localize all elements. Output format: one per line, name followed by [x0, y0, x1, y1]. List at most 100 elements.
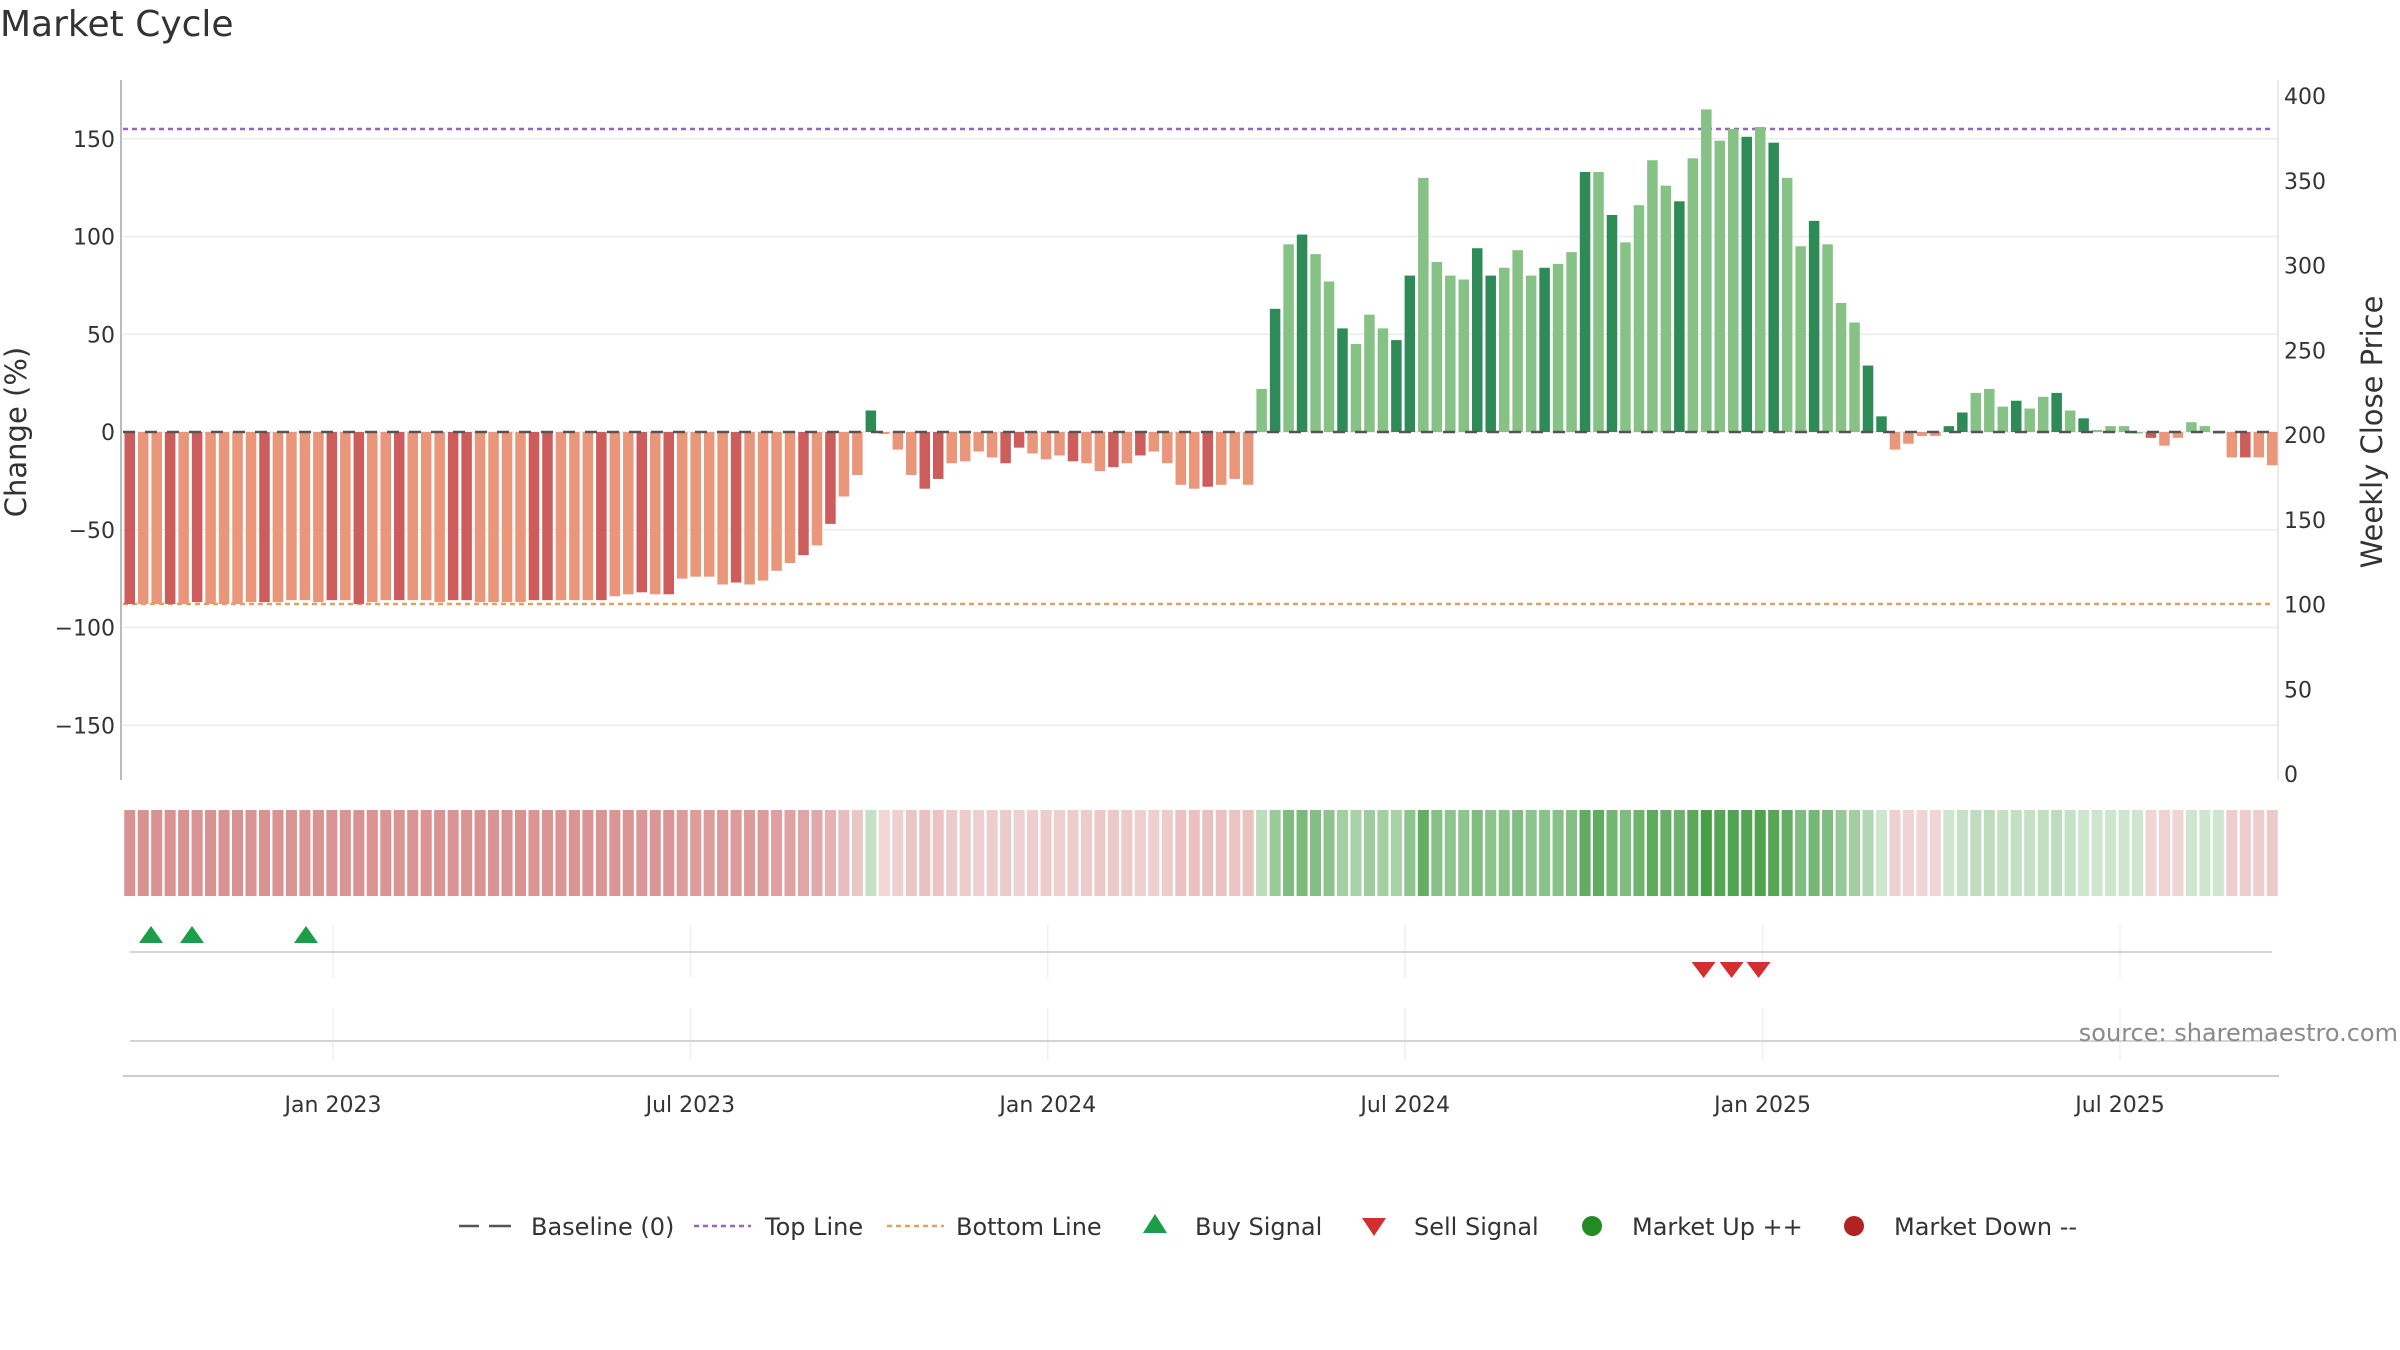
cycle-strip-cell	[1121, 810, 1133, 896]
cycle-strip-cell	[1498, 810, 1510, 896]
cycle-strip-cell	[649, 810, 661, 896]
cycle-strip-cell	[1714, 810, 1726, 896]
sell-signal-marker	[1719, 962, 1744, 978]
bar	[461, 432, 472, 601]
bar	[1310, 254, 1321, 432]
cycle-strip-cell	[757, 810, 769, 896]
bar	[447, 432, 459, 601]
cycle-strip-cell	[1269, 810, 1281, 896]
bar	[286, 432, 297, 601]
bar	[1674, 201, 1685, 432]
bar	[825, 432, 836, 524]
cycle-strip-cell	[178, 810, 190, 896]
bar	[1714, 140, 1726, 432]
cycle-strip-cell	[151, 810, 163, 896]
bar	[218, 432, 230, 605]
bar	[744, 432, 755, 585]
cycle-strip-cell	[986, 810, 998, 896]
legend-sell-swatch	[1362, 1218, 1386, 1236]
cycle-strip-cell	[1377, 810, 1389, 896]
bar	[245, 432, 257, 603]
bar	[717, 432, 728, 585]
cycle-strip-cell	[1323, 810, 1335, 896]
bar	[1054, 432, 1065, 456]
y-left-tick-label: −100	[55, 617, 115, 642]
bar	[1418, 177, 1429, 432]
cycle-strip-cell	[1242, 810, 1254, 896]
bar	[1027, 432, 1038, 454]
cycle-strip-cell	[905, 810, 917, 896]
cycle-strip-cell	[690, 810, 702, 896]
chart-title: Market Cycle	[0, 4, 234, 45]
cycle-strip-cell	[1970, 810, 1982, 896]
bar	[596, 432, 607, 601]
bar	[650, 432, 661, 595]
bar	[515, 432, 526, 603]
y-right-axis-title: Weekly Close Price	[2355, 296, 2389, 569]
bar	[919, 432, 931, 489]
cycle-strip-cell	[1822, 810, 1834, 896]
bar	[1566, 252, 1577, 432]
cycle-strip-cell	[2105, 810, 2117, 896]
bar	[2037, 396, 2049, 432]
bar	[1269, 308, 1281, 432]
bar	[1242, 432, 1254, 485]
y-right-tick-label: 250	[2284, 339, 2326, 364]
y-left-axis-title: Change (%)	[0, 347, 33, 517]
cycle-strip-cell	[1350, 810, 1362, 896]
cycle-strip-cell	[312, 810, 324, 896]
legend-label-sell: Sell Signal	[1414, 1213, 1539, 1241]
bar	[1862, 365, 1874, 432]
bar	[1849, 322, 1860, 432]
bar	[542, 432, 553, 601]
bar	[1606, 214, 1618, 432]
legend-label-market-down: Market Down --	[1894, 1213, 2077, 1241]
cycle-strip-cell	[1727, 810, 1739, 896]
bar	[1094, 432, 1106, 472]
buy-signal-marker	[180, 926, 204, 943]
bar	[1512, 250, 1523, 432]
cycle-strip-cell	[1512, 810, 1524, 896]
cycle-strip-cell	[245, 810, 257, 896]
cycle-strip-cell	[1997, 810, 2009, 896]
cycle-strip-cell	[339, 810, 351, 896]
bar	[1121, 432, 1133, 464]
cycle-strip-cell	[461, 810, 473, 896]
bar	[1741, 136, 1752, 433]
buy-signal-marker	[139, 926, 163, 943]
bar	[2199, 426, 2211, 432]
bar	[973, 432, 984, 452]
bar	[879, 432, 890, 434]
cycle-strip-cell	[2024, 810, 2036, 896]
bar	[1579, 171, 1591, 433]
cycle-strip-cell	[164, 810, 176, 896]
cycle-strip-cell	[326, 810, 338, 896]
bar	[757, 432, 769, 581]
bar	[205, 432, 216, 605]
cycle-strip-cell	[1956, 810, 1968, 896]
cycle-strip-cell	[1808, 810, 1820, 896]
y-left-tick-label: −150	[55, 714, 115, 739]
cycle-strip-cell	[946, 810, 958, 896]
cycle-strip-cell	[1390, 810, 1402, 896]
cycle-strip-cell	[1444, 810, 1456, 896]
cycle-strip-cell	[1229, 810, 1241, 896]
cycle-strip-cell	[205, 810, 217, 896]
bar	[1215, 432, 1227, 485]
cycle-strip-cell	[1795, 810, 1807, 896]
lower-panel-layer: Jan 2023 Jul 2023 Jan 2024 Jul 2024 Jan 2025…	[123, 1008, 2279, 1118]
bar	[2010, 400, 2022, 432]
x-tick-label: Jan 2024	[997, 1093, 1096, 1118]
bar	[1350, 344, 1362, 432]
cycle-strip-cell	[609, 810, 621, 896]
bar	[730, 432, 742, 583]
cycle-strip-cell	[1754, 810, 1766, 896]
bar	[1229, 432, 1240, 479]
bar	[582, 432, 594, 601]
legend-label-topline: Top Line	[764, 1213, 863, 1241]
bar	[1135, 432, 1146, 456]
bar	[986, 432, 998, 458]
bar	[1175, 432, 1187, 485]
y-right-tick-label: 100	[2284, 594, 2326, 619]
cycle-strip-cell	[1404, 810, 1416, 896]
